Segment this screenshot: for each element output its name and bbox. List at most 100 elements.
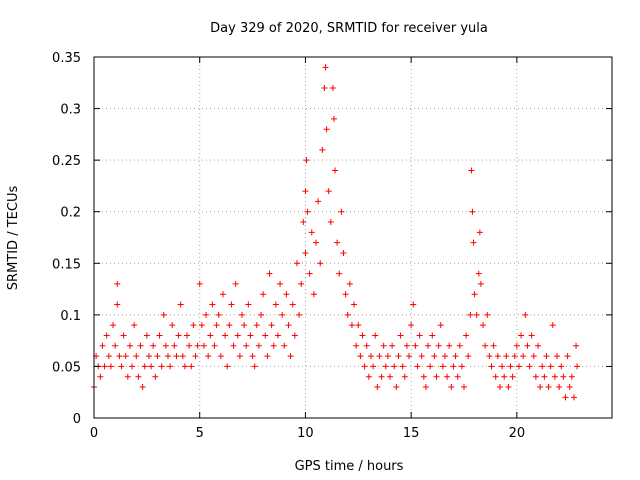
data-point (118, 363, 125, 370)
data-point (330, 115, 337, 122)
data-point (160, 311, 167, 318)
data-point (454, 373, 461, 380)
x-tick-label: 10 (297, 426, 314, 441)
data-point (488, 363, 495, 370)
data-point (99, 342, 106, 349)
data-point (277, 280, 284, 287)
data-point (513, 342, 520, 349)
data-point (124, 373, 131, 380)
data-point (143, 332, 150, 339)
data-point (300, 219, 307, 226)
data-point (518, 332, 525, 339)
data-point (298, 280, 305, 287)
data-point (285, 322, 292, 329)
data-point (219, 291, 226, 298)
data-point (522, 311, 529, 318)
data-point (554, 353, 561, 360)
data-point (139, 384, 146, 391)
data-point (378, 373, 385, 380)
data-point (302, 249, 309, 256)
x-axis-label: GPS time / hours (295, 459, 404, 474)
data-point (570, 394, 577, 401)
data-point (120, 332, 127, 339)
data-point (303, 157, 310, 164)
data-point (217, 353, 224, 360)
grid-lines (94, 56, 612, 418)
data-point (452, 353, 459, 360)
plot-frame (93, 56, 613, 419)
data-point (477, 280, 484, 287)
y-tick-label: 0.25 (52, 154, 81, 169)
data-point (433, 373, 440, 380)
data-point (203, 311, 210, 318)
data-point (532, 373, 539, 380)
data-point (361, 363, 368, 370)
x-tick-label: 5 (196, 426, 204, 441)
data-point (399, 363, 406, 370)
data-point (494, 353, 501, 360)
y-tick-label: 0.2 (60, 206, 81, 221)
data-point (425, 342, 432, 349)
data-point (408, 322, 415, 329)
data-point (215, 311, 222, 318)
data-point (406, 353, 413, 360)
data-point (313, 239, 319, 246)
data-point (245, 301, 252, 308)
data-point (262, 332, 269, 339)
data-point (211, 342, 218, 349)
data-point (156, 332, 163, 339)
data-point (507, 363, 514, 370)
data-point (346, 280, 353, 287)
y-tick-label: 0.35 (52, 51, 81, 66)
x-tick-label: 0 (90, 426, 98, 441)
data-point (230, 342, 237, 349)
data-point (393, 384, 400, 391)
data-point (179, 353, 186, 360)
data-point (173, 353, 180, 360)
data-point (545, 384, 552, 391)
data-point (122, 353, 129, 360)
data-point (566, 384, 573, 391)
data-point (296, 311, 303, 318)
data-point (148, 363, 155, 370)
data-point (470, 239, 477, 246)
data-point (184, 332, 191, 339)
data-point (114, 301, 121, 308)
data-point (357, 353, 364, 360)
data-point (564, 353, 571, 360)
data-point (272, 301, 279, 308)
data-point (475, 270, 482, 277)
data-point (448, 384, 455, 391)
x-tick-labels: 0 5 10 15 20 (90, 426, 525, 441)
data-point (467, 311, 474, 318)
data-point (412, 342, 419, 349)
data-point (196, 280, 203, 287)
data-point (524, 342, 531, 349)
data-point (105, 353, 112, 360)
data-point (323, 126, 330, 133)
data-point (213, 322, 220, 329)
data-point (351, 301, 358, 308)
data-point (422, 384, 429, 391)
data-point (192, 353, 199, 360)
data-point (232, 280, 239, 287)
data-point (340, 249, 347, 256)
data-point (439, 363, 446, 370)
data-point (520, 353, 527, 360)
data-point (270, 342, 277, 349)
data-point (359, 332, 366, 339)
data-point (574, 363, 581, 370)
data-point (162, 342, 169, 349)
data-point (154, 353, 161, 360)
data-point (429, 332, 436, 339)
data-point (391, 363, 398, 370)
chart-title: Day 329 of 2020, SRMTID for receiver yul… (210, 21, 488, 36)
data-point (325, 188, 332, 195)
y-tick-label: 0.05 (52, 360, 81, 375)
data-point (382, 363, 389, 370)
data-point (573, 342, 580, 349)
data-point (260, 291, 267, 298)
y-tick-label: 0.3 (60, 103, 81, 118)
data-point (509, 373, 516, 380)
